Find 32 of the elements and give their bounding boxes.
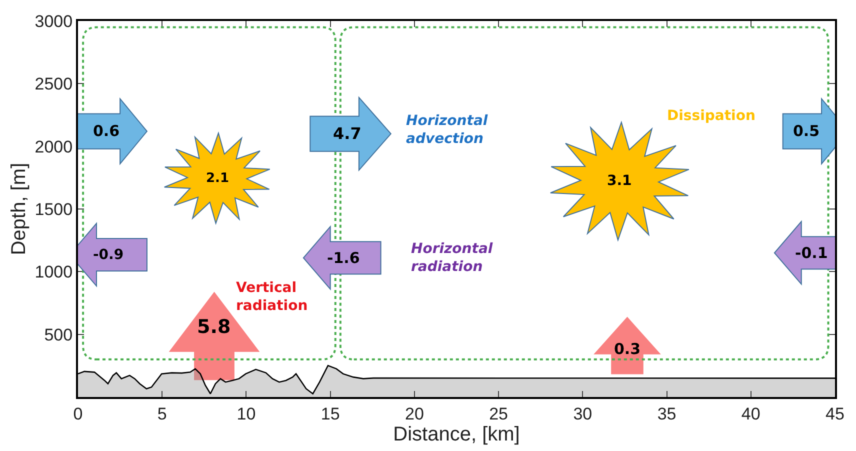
annotation: Horizontal advection xyxy=(406,113,488,148)
annotation: 3.1 xyxy=(607,173,632,189)
annotation: 5.8 xyxy=(197,316,231,338)
annotation: 0.3 xyxy=(614,340,641,358)
x-tick-label: 25 xyxy=(489,404,508,424)
x-tick-label: 0 xyxy=(73,404,83,424)
y-tick-label: 2000 xyxy=(34,137,73,156)
x-axis-title: Distance, [km] xyxy=(393,423,520,446)
x-tick-label: 20 xyxy=(404,404,424,424)
x-tick-label: 15 xyxy=(320,404,340,424)
x-tick-label: 5 xyxy=(157,404,167,424)
x-tick-label: 40 xyxy=(741,404,760,424)
x-tick-label: 30 xyxy=(573,404,592,424)
y-tick-label: 2500 xyxy=(34,74,73,94)
annotation: 2.1 xyxy=(206,171,230,186)
annotation: -0.9 xyxy=(93,247,124,263)
y-tick-label: 500 xyxy=(44,325,73,344)
annotation: Horizontal radiation xyxy=(411,241,493,276)
annotation: Vertical radiation xyxy=(236,280,308,314)
annotation: 0.6 xyxy=(93,122,120,140)
x-tick-label: 45 xyxy=(826,404,844,424)
x-tick-label: 10 xyxy=(236,404,256,424)
annotation: 4.7 xyxy=(333,124,362,143)
y-tick-label: 3000 xyxy=(34,12,73,31)
y-tick-label: 1000 xyxy=(34,262,73,282)
annotation: -1.6 xyxy=(327,249,360,267)
y-tick-label: 1500 xyxy=(34,200,73,219)
annotation: 0.5 xyxy=(793,122,820,140)
x-tick-label: 35 xyxy=(657,404,676,424)
annotation: -0.1 xyxy=(795,244,828,262)
y-axis-title: Depth, [m] xyxy=(8,162,30,256)
annotation: Dissipation xyxy=(667,108,756,124)
